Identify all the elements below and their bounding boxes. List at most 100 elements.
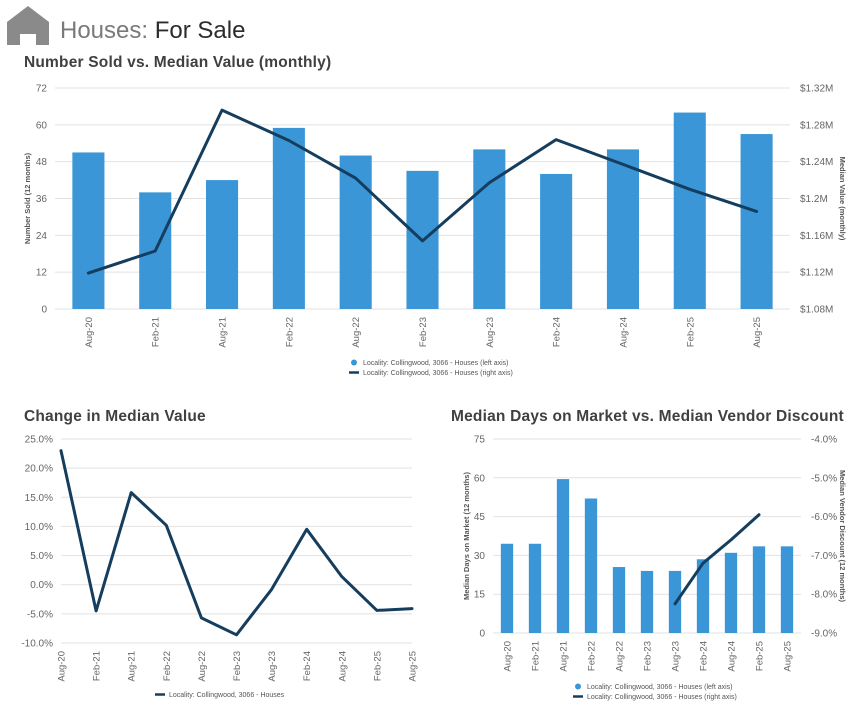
- y2-tick-label: $1.08M: [800, 305, 833, 316]
- x-tick-label: Feb-21: [92, 651, 103, 681]
- y-tick-label: 25.0%: [25, 435, 53, 446]
- x-tick-label: Aug-25: [408, 651, 419, 682]
- y2-tick-label: -4.0%: [811, 435, 837, 446]
- y-tick-label: -5.0%: [27, 609, 53, 620]
- y2-tick-label: $1.28M: [800, 120, 833, 131]
- y-tick-label: 20.0%: [25, 464, 53, 475]
- bar: [696, 559, 710, 633]
- x-tick-label: Aug-24: [337, 651, 348, 682]
- legend-label: Locality: Collingwood, 3066 - Houses (ri…: [363, 370, 513, 377]
- y2-axis-title: Median Value (monthly): [838, 157, 847, 241]
- x-tick-label: Feb-23: [232, 651, 243, 681]
- bar: [339, 155, 372, 309]
- x-tick-label: Aug-21: [218, 317, 229, 348]
- bar: [556, 479, 570, 633]
- x-tick-label: Aug-21: [559, 641, 570, 672]
- y2-tick-label: -8.0%: [811, 590, 837, 601]
- y-tick-label: 0.0%: [30, 580, 53, 591]
- y-tick-label: 0: [479, 629, 485, 640]
- y-axis-title: Median Days on Market (12 months): [462, 472, 471, 600]
- bar: [272, 127, 305, 310]
- y-tick-label: 15.0%: [25, 493, 53, 504]
- y-tick-label: 0: [41, 305, 47, 316]
- bar: [724, 552, 738, 633]
- x-tick-label: Feb-23: [418, 317, 429, 347]
- page-title-sub: For Sale: [154, 17, 246, 44]
- legend-swatch-bar: [351, 359, 357, 366]
- sold-vs-value-chart: 0 12 24 36 48 60 72 $1.08M $1.12M $1.16M $1.2M $1.2…: [23, 84, 847, 378]
- x-tick-label: Feb-25: [755, 641, 766, 671]
- y2-tick-label: $1.2M: [800, 194, 828, 205]
- legend-label: Locality: Collingwood, 3066 - Houses: [169, 692, 285, 699]
- x-tick-label: Feb-25: [685, 317, 696, 347]
- legend-swatch-bar: [575, 683, 581, 690]
- series-line: [673, 513, 761, 606]
- y-tick-label: 75: [474, 435, 486, 446]
- y2-tick-label: -9.0%: [811, 629, 837, 640]
- x-tick-label: Feb-23: [643, 641, 654, 671]
- x-tick-label: Aug-20: [503, 641, 514, 672]
- x-tick-label: Feb-24: [302, 651, 313, 681]
- x-tick-label: Aug-23: [485, 317, 496, 348]
- x-tick-label: Aug-25: [752, 317, 763, 348]
- chart-title-days-vs-discount: Median Days on Market vs. Median Vendor …: [451, 408, 844, 425]
- chart-title-sold-vs-value: Number Sold vs. Median Value (monthly): [24, 54, 332, 71]
- y-tick-label: 48: [36, 157, 48, 168]
- y2-tick-label: $1.24M: [800, 157, 833, 168]
- change-median-chart: -10.0% -5.0% 0.0% 5.0% 10.0% 15.0% 20.0% 25.0% A…: [21, 435, 419, 700]
- y-tick-label: 15: [474, 590, 486, 601]
- y-tick-label: 12: [36, 268, 48, 279]
- y2-axis-title: Median Vendor Discount (12 months): [838, 470, 847, 603]
- bar: [540, 173, 573, 309]
- legend-label: Locality: Collingwood, 3066 - Houses (le…: [587, 684, 733, 691]
- y-tick-label: 36: [36, 194, 48, 205]
- y-tick-label: 60: [36, 120, 48, 131]
- bar: [673, 112, 706, 309]
- chart-title-change-median: Change in Median Value: [24, 408, 206, 425]
- x-tick-label: Aug-21: [127, 651, 138, 682]
- x-tick-label: Feb-21: [531, 641, 542, 671]
- x-tick-label: Aug-22: [615, 641, 626, 672]
- x-tick-label: Aug-23: [267, 651, 278, 682]
- page-title: Houses: For Sale: [60, 16, 245, 46]
- x-tick-label: Aug-23: [671, 641, 682, 672]
- y-tick-label: 10.0%: [25, 522, 53, 533]
- x-tick-label: Feb-24: [699, 641, 710, 671]
- bar: [500, 543, 514, 633]
- x-tick-label: Aug-22: [197, 651, 208, 682]
- x-tick-label: Feb-22: [284, 317, 295, 347]
- bar: [606, 149, 639, 309]
- bar: [752, 546, 766, 633]
- x-tick-label: Feb-21: [151, 317, 162, 347]
- bar: [740, 134, 773, 309]
- y-tick-label: 60: [474, 473, 486, 484]
- x-tick-label: Aug-20: [84, 317, 95, 348]
- y2-tick-label: -6.0%: [811, 512, 837, 523]
- x-tick-label: Feb-22: [162, 651, 173, 681]
- y2-tick-label: $1.16M: [800, 231, 833, 242]
- bar: [72, 152, 105, 309]
- x-tick-label: Aug-24: [727, 641, 738, 672]
- x-tick-label: Aug-20: [57, 651, 68, 682]
- house-icon: [7, 6, 49, 45]
- x-tick-label: Feb-22: [587, 641, 598, 671]
- bar: [612, 567, 626, 633]
- bar: [640, 570, 654, 633]
- y-tick-label: 72: [36, 84, 48, 95]
- y2-tick-label: -5.0%: [811, 473, 837, 484]
- y2-tick-label: $1.12M: [800, 268, 833, 279]
- x-tick-label: Feb-24: [552, 317, 563, 347]
- y-tick-label: 5.0%: [30, 551, 53, 562]
- legend-label: Locality: Collingwood, 3066 - Houses (ri…: [587, 694, 737, 701]
- series-line: [59, 449, 414, 637]
- bar: [584, 498, 598, 633]
- y-tick-label: 30: [474, 551, 486, 562]
- x-tick-label: Aug-22: [351, 317, 362, 348]
- y-axis-title: Number Sold (12 months): [23, 152, 32, 244]
- page-title-main: Houses:: [60, 17, 149, 44]
- y2-tick-label: -7.0%: [811, 551, 837, 562]
- x-tick-label: Feb-25: [372, 651, 383, 681]
- bar: [528, 543, 542, 633]
- x-tick-label: Aug-24: [618, 317, 629, 348]
